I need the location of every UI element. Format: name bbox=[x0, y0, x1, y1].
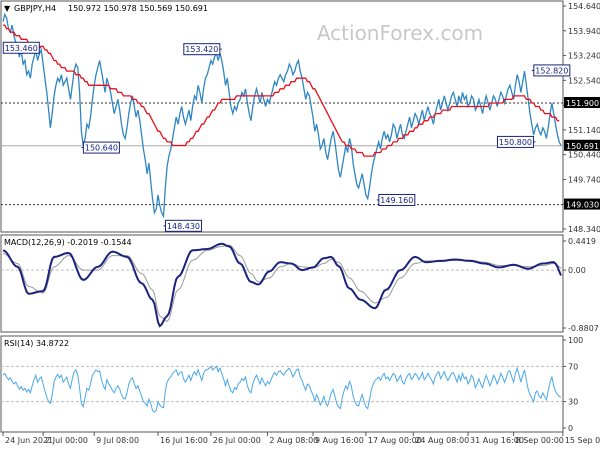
annotation-label: 150.640 bbox=[85, 144, 118, 153]
header-ohlc: 150.972 150.978 150.569 150.691 bbox=[68, 4, 208, 13]
rsi-y-tick-label: 0 bbox=[568, 424, 573, 433]
macd-y-tick-label: 0.4419 bbox=[568, 237, 596, 246]
x-axis-tick-label: 15 Sep 08:00 bbox=[565, 436, 600, 445]
macd-panel-frame bbox=[0, 234, 564, 333]
annotation-label: 153.420 bbox=[185, 45, 218, 54]
level-label: 149.030 bbox=[566, 201, 599, 210]
x-axis-tick-label: 24 Aug 08:00 bbox=[415, 436, 469, 445]
x-axis-tick-label: 31 Aug 16:00 bbox=[470, 436, 524, 445]
annotation-box bbox=[533, 64, 571, 77]
x-axis-tick-label: 26 Jul 00:00 bbox=[213, 436, 261, 445]
x-axis-tick-label: 17 Aug 00:00 bbox=[368, 436, 422, 445]
rsi-line bbox=[2, 365, 562, 413]
annotation-box bbox=[164, 219, 202, 232]
watermark-text: ActionForex.com bbox=[317, 21, 483, 45]
price-y-tick-label: 152.540 bbox=[568, 76, 600, 85]
x-axis-tick-label: 8 Sep 00:00 bbox=[516, 436, 564, 445]
price-y-tick-label: 150.440 bbox=[568, 151, 600, 160]
macd-y-tick-label: -0.8807 bbox=[568, 324, 599, 333]
price-y-tick-label: 153.240 bbox=[568, 52, 600, 61]
macd-line bbox=[2, 242, 562, 328]
annotation-label: 149.160 bbox=[380, 196, 413, 205]
annotation-label: 150.800 bbox=[499, 138, 532, 147]
price-y-tick-label: 151.140 bbox=[568, 126, 600, 135]
rsi-y-tick-label: 70 bbox=[568, 362, 578, 371]
header-arrow: ▼ bbox=[4, 4, 11, 13]
header-symbol: GBPJPY,H4 bbox=[14, 4, 56, 13]
current-price-label: 150.691 bbox=[566, 142, 599, 151]
price-y-tick-label: 153.940 bbox=[568, 27, 600, 36]
annotation-box bbox=[378, 193, 416, 206]
x-axis-tick-label: 24 Jun 2021 bbox=[5, 436, 53, 445]
rsi-y-tick-label: 100 bbox=[568, 336, 583, 345]
x-axis-tick-label: 2 Aug 08:00 bbox=[269, 436, 318, 445]
price-y-tick-label: 149.740 bbox=[568, 175, 600, 184]
price-y-tick-label: 154.640 bbox=[568, 2, 600, 11]
annotation-box bbox=[82, 141, 120, 154]
moving-average-line bbox=[3, 24, 560, 157]
level-label-bg bbox=[564, 96, 600, 108]
annotation-label: 153.460 bbox=[5, 44, 38, 53]
annotation-box bbox=[183, 43, 221, 56]
level-label: 151.900 bbox=[566, 99, 599, 108]
annotation-label: 148.430 bbox=[167, 222, 200, 231]
x-axis-tick-label: 2 Jul 00:00 bbox=[45, 436, 88, 445]
rsi-panel-frame bbox=[0, 335, 564, 433]
rsi-y-tick-label: 30 bbox=[568, 398, 578, 407]
annotation-box bbox=[496, 135, 534, 148]
macd-title: MACD(12,26,9) -0.2019 -0.1544 bbox=[4, 238, 132, 247]
annotation-label: 152.820 bbox=[535, 66, 568, 75]
annotation-box bbox=[2, 41, 40, 54]
price-y-tick-label: 148.340 bbox=[568, 225, 600, 234]
macd-y-tick-label: 0.00 bbox=[568, 266, 586, 275]
x-axis-tick-label: 9 Jul 08:00 bbox=[96, 436, 139, 445]
x-axis-tick-label: 16 Jul 16:00 bbox=[160, 436, 208, 445]
level-label-bg bbox=[564, 198, 600, 210]
x-axis-tick-label: 9 Aug 16:00 bbox=[315, 436, 364, 445]
current-price-label-bg bbox=[564, 139, 600, 151]
rsi-title: RSI(14) 34.8722 bbox=[4, 339, 69, 348]
price-panel-frame bbox=[0, 0, 564, 233]
